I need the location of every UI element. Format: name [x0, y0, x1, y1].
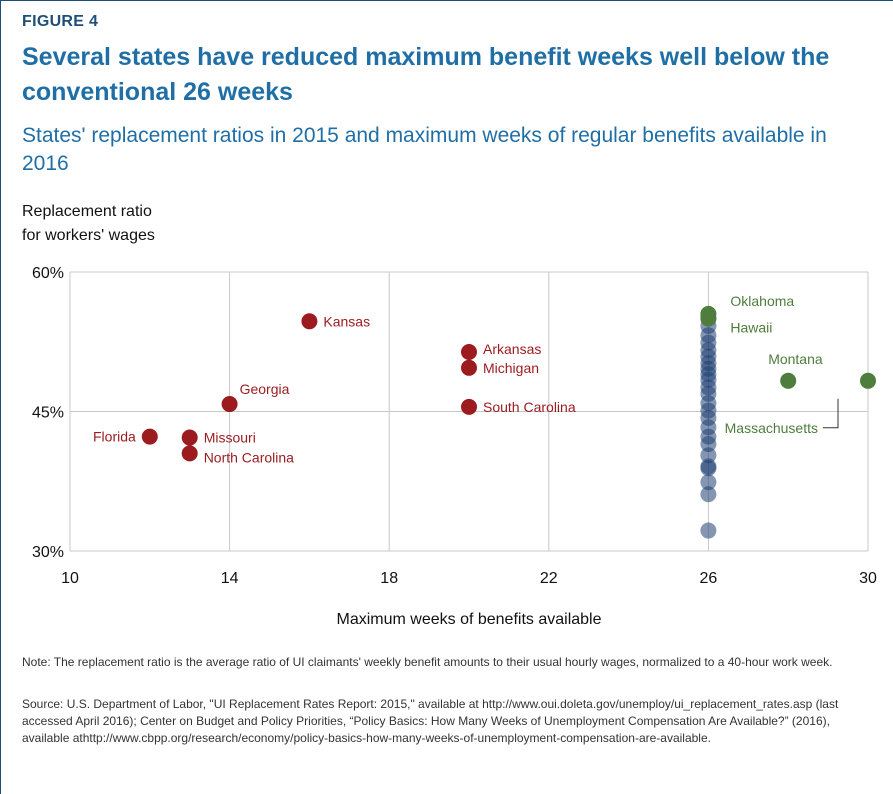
y-tick-label: 30%: [32, 544, 64, 561]
point-standard: [700, 486, 717, 503]
point-standard: [700, 474, 717, 491]
point-label-kansas: Kansas: [323, 313, 370, 329]
point-south-carolina: [461, 398, 477, 415]
point-label-hawaii: Hawaii: [730, 320, 772, 336]
x-tick-label: 30: [859, 570, 877, 587]
point-hawaii: [700, 310, 717, 327]
y-axis-label-line-1: Replacement ratio: [22, 203, 152, 220]
x-tick-label: 22: [540, 570, 558, 587]
point-standard: [700, 460, 717, 477]
x-tick-label: 14: [221, 570, 239, 587]
point-standard: [700, 522, 717, 539]
chart-subtitle: States' replacement ratios in 2015 and m…: [22, 124, 827, 175]
point-label-north-carolina: North Carolina: [204, 449, 294, 465]
chart-title: Several states have reduced maximum bene…: [22, 43, 830, 106]
point-label-massachusetts: Massachusetts: [725, 420, 818, 436]
figure-label: FIGURE 4: [22, 13, 99, 30]
point-label-montana: Montana: [768, 351, 823, 367]
point-standard: [700, 447, 717, 464]
chart-source: Source: U.S. Department of Labor, "UI Re…: [22, 697, 839, 745]
point-florida: [141, 428, 158, 445]
scatter-chart: 10 14 18 22 26 30 30% 45% 60% Maximum weeks of be…: [32, 265, 877, 628]
x-tick-label: 10: [61, 570, 79, 587]
point-arkansas: [461, 343, 477, 360]
point-label-oklahoma: Oklahoma: [730, 293, 794, 309]
point-label-georgia: Georgia: [240, 381, 290, 397]
point-label-south-carolina: South Carolina: [483, 399, 576, 415]
point-kansas: [301, 313, 318, 330]
x-axis-title: Maximum weeks of benefits available: [336, 611, 601, 628]
y-tick-label: 60%: [32, 265, 64, 282]
point-standard: [700, 436, 717, 453]
chart-note: Note: The replacement ratio is the avera…: [22, 655, 833, 669]
point-label-missouri: Missouri: [204, 430, 256, 446]
point-label-florida: Florida: [93, 429, 136, 445]
point-label-michigan: Michigan: [483, 360, 539, 376]
point-georgia: [221, 396, 238, 413]
point-montana: [780, 372, 797, 389]
point-north-carolina: [181, 445, 198, 462]
y-tick-label: 45%: [32, 405, 64, 422]
y-axis-label: Replacement ratio for workers' wages: [22, 200, 155, 248]
x-tick-label: 26: [700, 570, 718, 587]
point-missouri: [181, 429, 198, 446]
point-massachusetts: [860, 372, 876, 389]
point-michigan: [461, 359, 477, 376]
point-label-arkansas: Arkansas: [483, 341, 541, 357]
x-tick-label: 18: [380, 570, 398, 587]
y-axis-label-line-2: for workers' wages: [22, 227, 155, 244]
massachusetts-leader-line: [823, 398, 839, 429]
